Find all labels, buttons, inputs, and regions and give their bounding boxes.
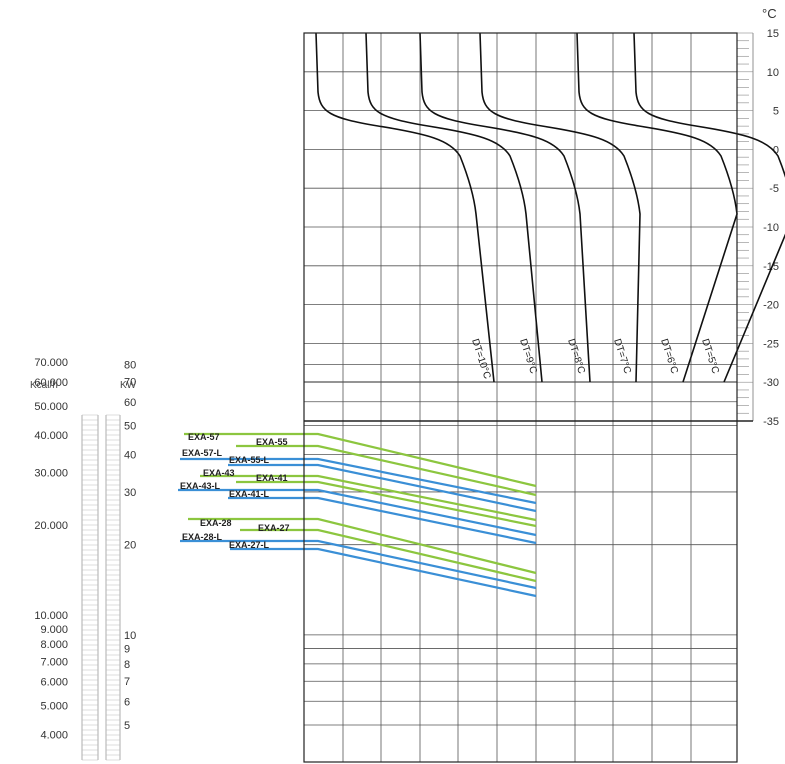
model-line-label: EXA-55-L [229, 455, 270, 465]
temp-tick-label: 0 [773, 144, 779, 156]
kcal-tick-label: 5.000 [40, 700, 68, 712]
model-line [184, 432, 537, 488]
model-line-label: EXA-41-L [229, 489, 270, 499]
temp-tick-label: 10 [767, 67, 779, 79]
temp-tick-label: -30 [763, 377, 779, 389]
model-line [228, 496, 537, 545]
dt-curve [419, 32, 591, 383]
dt-curve-label: DT=10°C [469, 338, 492, 381]
model-line-label: EXA-28 [200, 518, 232, 528]
model-line [180, 457, 537, 505]
model-line [230, 547, 537, 598]
dt-curves: DT=10°C DT=9°C DT=8°C DT=7°C DT=6°C DT=5°C [315, 32, 785, 383]
dt-curve [633, 32, 785, 383]
model-line-label: EXA-57-L [182, 448, 223, 458]
model-line [236, 480, 537, 528]
kcal-tick-label: 7.000 [40, 657, 68, 669]
kcal-unit-label: Kcal/h [30, 380, 58, 391]
kw-tick-label: 5 [124, 720, 130, 732]
kcal-tick-label: 4.000 [40, 729, 68, 741]
model-line-label: EXA-55 [256, 437, 288, 447]
kw-tick-label: 50 [124, 421, 136, 433]
model-line-label: EXA-28-L [182, 532, 223, 542]
kw-tick-label: 60 [124, 397, 136, 409]
kw-unit-label: KW [120, 380, 137, 391]
model-line [228, 463, 537, 513]
dt-curve [576, 32, 738, 383]
chart-frame [303, 32, 753, 763]
model-lines: EXA-57 EXA-55 EXA-57-L EXA-55-L EXA-43 EXA-41… [178, 432, 537, 598]
temp-tick-label: 15 [767, 28, 779, 40]
temp-tick-label: -10 [763, 222, 779, 234]
model-line [178, 488, 537, 537]
temp-tick-label: -20 [763, 300, 779, 312]
model-line-label: EXA-27 [258, 523, 290, 533]
temp-tick-label: -35 [763, 416, 779, 428]
model-line-label: EXA-43 [203, 468, 235, 478]
kw-tick-label: 30 [124, 487, 136, 499]
kcal-tick-label: 40.000 [34, 430, 68, 442]
temperature-unit: °C [762, 6, 777, 21]
kcal-tick-label: 50.000 [34, 401, 68, 413]
model-line [200, 474, 537, 522]
temp-tick-label: -5 [769, 183, 779, 195]
model-line-label: EXA-43-L [180, 481, 221, 491]
model-line [188, 517, 537, 575]
temp-tick-label: 5 [773, 106, 779, 118]
kw-tick-label: 20 [124, 540, 136, 552]
kw-tick-label: 8 [124, 659, 130, 671]
kcal-tick-label: 10.000 [34, 610, 68, 622]
kcal-tick-label: 6.000 [40, 677, 68, 689]
kcal-tick-label: 30.000 [34, 467, 68, 479]
lower-grid [303, 363, 738, 762]
kw-tick-label: 80 [124, 359, 136, 371]
kw-tick-label: 40 [124, 450, 136, 462]
kcal-tick-label: 8.000 [40, 639, 68, 651]
temperature-scale: 15 10 5 0 -5 -10 -15 -20 -25 -30 -35 [737, 28, 779, 428]
model-line [240, 528, 537, 583]
dt-curve [479, 32, 641, 383]
kcal-tick-label: 70.000 [34, 357, 68, 369]
dt-curve [315, 32, 495, 383]
model-line [236, 444, 537, 497]
kw-tick-label: 6 [124, 696, 130, 708]
kcal-tick-label: 20.000 [34, 520, 68, 532]
kcal-tick-label: 60.000 [34, 377, 68, 389]
kw-tick-label: 7 [124, 676, 130, 688]
kcal-tick-label: 9.000 [40, 624, 68, 636]
model-line-label: EXA-41 [256, 473, 288, 483]
model-line-label: EXA-27-L [229, 540, 270, 550]
kw-tick-label: 9 [124, 644, 130, 656]
temp-tick-label: -15 [763, 261, 779, 273]
model-line-label: EXA-57 [188, 432, 220, 442]
temp-tick-label: -25 [763, 338, 779, 350]
capacity-scale: 70.000 60.000 50.000 40.000 30.000 20.000 10.0… [34, 357, 136, 761]
kw-tick-label: 10 [124, 630, 136, 642]
kw-tick-label: 70 [124, 377, 136, 389]
dt-curve [365, 32, 543, 383]
model-line [180, 539, 537, 590]
plot-border [303, 32, 738, 763]
